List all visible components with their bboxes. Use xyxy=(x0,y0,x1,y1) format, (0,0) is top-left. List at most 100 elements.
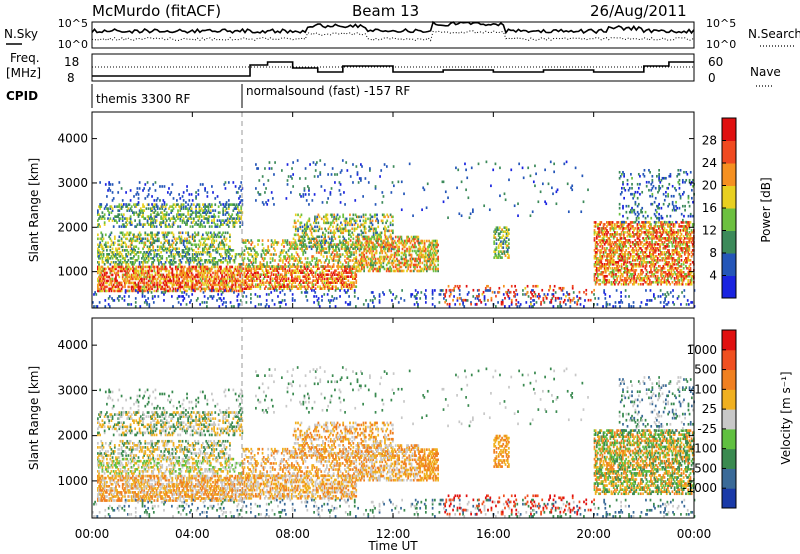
power-cell xyxy=(400,239,403,243)
power-cell xyxy=(382,213,385,217)
power-cell xyxy=(151,260,153,264)
power-cell xyxy=(207,283,210,287)
power-cell xyxy=(197,281,200,285)
power-cell xyxy=(372,227,375,231)
power-cell xyxy=(240,262,243,266)
power-cell xyxy=(603,255,606,258)
power-cell xyxy=(375,219,377,223)
power-cell xyxy=(599,241,602,244)
power-cell xyxy=(239,287,241,291)
power-cell xyxy=(283,279,285,282)
power-cell xyxy=(508,246,510,249)
power-cell xyxy=(216,271,219,275)
power-cell xyxy=(370,257,372,261)
power-cell xyxy=(357,223,359,227)
power-cell xyxy=(276,269,279,273)
power-cell xyxy=(268,249,271,252)
power-cell xyxy=(172,273,175,277)
power-cell xyxy=(595,233,598,236)
power-cell xyxy=(403,251,406,255)
power-cell xyxy=(373,213,376,217)
power-cell xyxy=(410,263,413,267)
power-cell xyxy=(312,229,315,233)
power-cell xyxy=(106,285,108,289)
power-cell xyxy=(183,255,186,258)
power-cell xyxy=(113,219,116,222)
power-cell xyxy=(302,195,305,198)
power-cell xyxy=(355,267,358,271)
power-cell xyxy=(380,243,382,247)
power-cell xyxy=(502,246,505,249)
power-cell xyxy=(611,260,614,264)
power-cell xyxy=(346,257,349,260)
power-cell xyxy=(389,213,392,217)
power-cell xyxy=(384,225,386,229)
power-cell xyxy=(602,241,605,244)
power-cell xyxy=(179,217,182,220)
power-cell xyxy=(203,211,205,214)
power-cell xyxy=(235,285,238,289)
power-cell xyxy=(106,255,108,258)
power-cell xyxy=(275,265,277,269)
power-cell xyxy=(220,235,222,239)
power-cell xyxy=(435,265,437,269)
power-cell xyxy=(364,231,367,235)
power-cell xyxy=(323,281,326,284)
power-cell xyxy=(190,275,193,279)
power-cell xyxy=(391,243,394,247)
power-cell xyxy=(272,247,275,250)
power-cell xyxy=(337,273,340,277)
power-cell xyxy=(371,261,373,265)
power-cell xyxy=(347,287,350,290)
power-cell xyxy=(233,273,236,277)
power-cell xyxy=(341,279,344,282)
power-cell xyxy=(603,266,606,270)
power-cell xyxy=(142,255,144,258)
power-cell xyxy=(188,267,191,271)
power-cell xyxy=(182,213,185,216)
power-cell xyxy=(495,248,498,251)
power-cell xyxy=(110,277,113,281)
power-cell xyxy=(300,287,302,290)
power-cell xyxy=(279,259,282,262)
power-cell xyxy=(385,165,388,168)
power-cell xyxy=(215,251,218,254)
power-cell xyxy=(225,279,228,283)
power-cell xyxy=(308,227,311,231)
power-cell xyxy=(302,279,305,282)
power-cell xyxy=(390,215,393,219)
power-cell xyxy=(410,255,413,259)
power-cell xyxy=(171,262,174,266)
power-cell xyxy=(100,279,103,283)
power-cell xyxy=(385,257,388,261)
power-cell xyxy=(329,213,332,217)
power-cell xyxy=(97,223,99,226)
power-cell xyxy=(345,265,347,268)
power-cell xyxy=(267,281,270,284)
power-cell xyxy=(152,247,155,251)
power-cell xyxy=(216,249,219,252)
power-cell xyxy=(310,271,312,275)
power-cell xyxy=(172,233,175,237)
power-cell xyxy=(241,251,244,254)
power-cell xyxy=(238,279,240,283)
power-cell xyxy=(384,231,386,235)
power-cell xyxy=(599,272,602,276)
power-cell xyxy=(156,271,159,275)
power-cell xyxy=(597,274,599,278)
power-cell xyxy=(163,249,166,252)
power-cell xyxy=(360,233,363,237)
power-cell xyxy=(227,247,230,251)
power-cell xyxy=(380,265,382,269)
power-cell xyxy=(198,285,201,289)
power-cell xyxy=(200,237,203,241)
power-cell xyxy=(201,233,204,237)
power-cell xyxy=(200,253,203,256)
power-cell xyxy=(348,283,351,286)
power-cell xyxy=(303,271,306,275)
power-cell xyxy=(240,267,243,271)
power-cell xyxy=(304,273,307,277)
power-cell xyxy=(329,265,332,269)
power-cell xyxy=(146,269,149,273)
power-cell xyxy=(239,279,241,283)
